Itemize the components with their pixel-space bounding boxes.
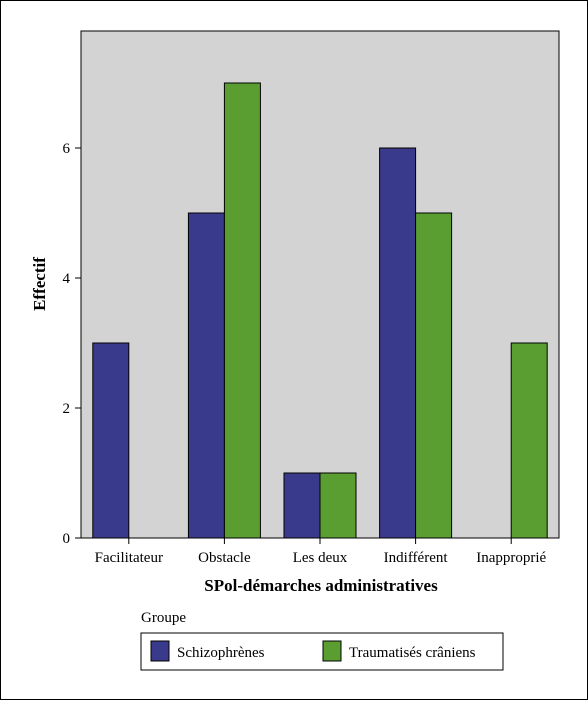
y-axis-title: Effectif — [30, 257, 49, 311]
bar-traumatises-4 — [510, 342, 548, 539]
y-tick-label: 6 — [63, 141, 71, 157]
x-tick-label: Indifférent — [384, 550, 449, 566]
bar-schizophrenes-3 — [379, 147, 417, 539]
bar-traumatises-2 — [319, 472, 357, 539]
bar-traumatises-1 — [223, 82, 261, 539]
x-axis: Facilitateur Obstacle Les deux Indifférent I… — [95, 538, 547, 566]
y-tick-label: 4 — [63, 271, 71, 287]
legend-box — [140, 632, 504, 671]
legend-label-0: Schizophrènes — [177, 645, 265, 661]
x-tick-label: Obstacle — [198, 550, 251, 566]
legend-title: Groupe — [141, 610, 186, 626]
x-tick-label: Les deux — [293, 550, 348, 566]
bars-group — [92, 82, 548, 539]
legend: Schizophrènes Traumatisés crâniens — [140, 632, 504, 671]
x-tick-label: Inapproprié — [476, 550, 546, 566]
bar-traumatises-3 — [415, 212, 453, 539]
y-axis: 0 2 4 6 — [63, 141, 81, 547]
legend-swatch-1 — [322, 640, 342, 662]
plot-area — [80, 30, 560, 539]
legend-swatch-0 — [150, 640, 170, 662]
bar-schizophrenes-2 — [283, 472, 321, 539]
legend-label-1: Traumatisés crâniens — [349, 645, 476, 661]
y-tick-label: 2 — [63, 401, 71, 417]
y-tick-label: 0 — [63, 531, 71, 547]
bar-schizophrenes-1 — [187, 212, 225, 539]
x-tick-label: Facilitateur — [95, 550, 163, 566]
x-axis-title: SPol-démarches administratives — [204, 576, 438, 595]
bar-schizophrenes-0 — [92, 342, 130, 539]
